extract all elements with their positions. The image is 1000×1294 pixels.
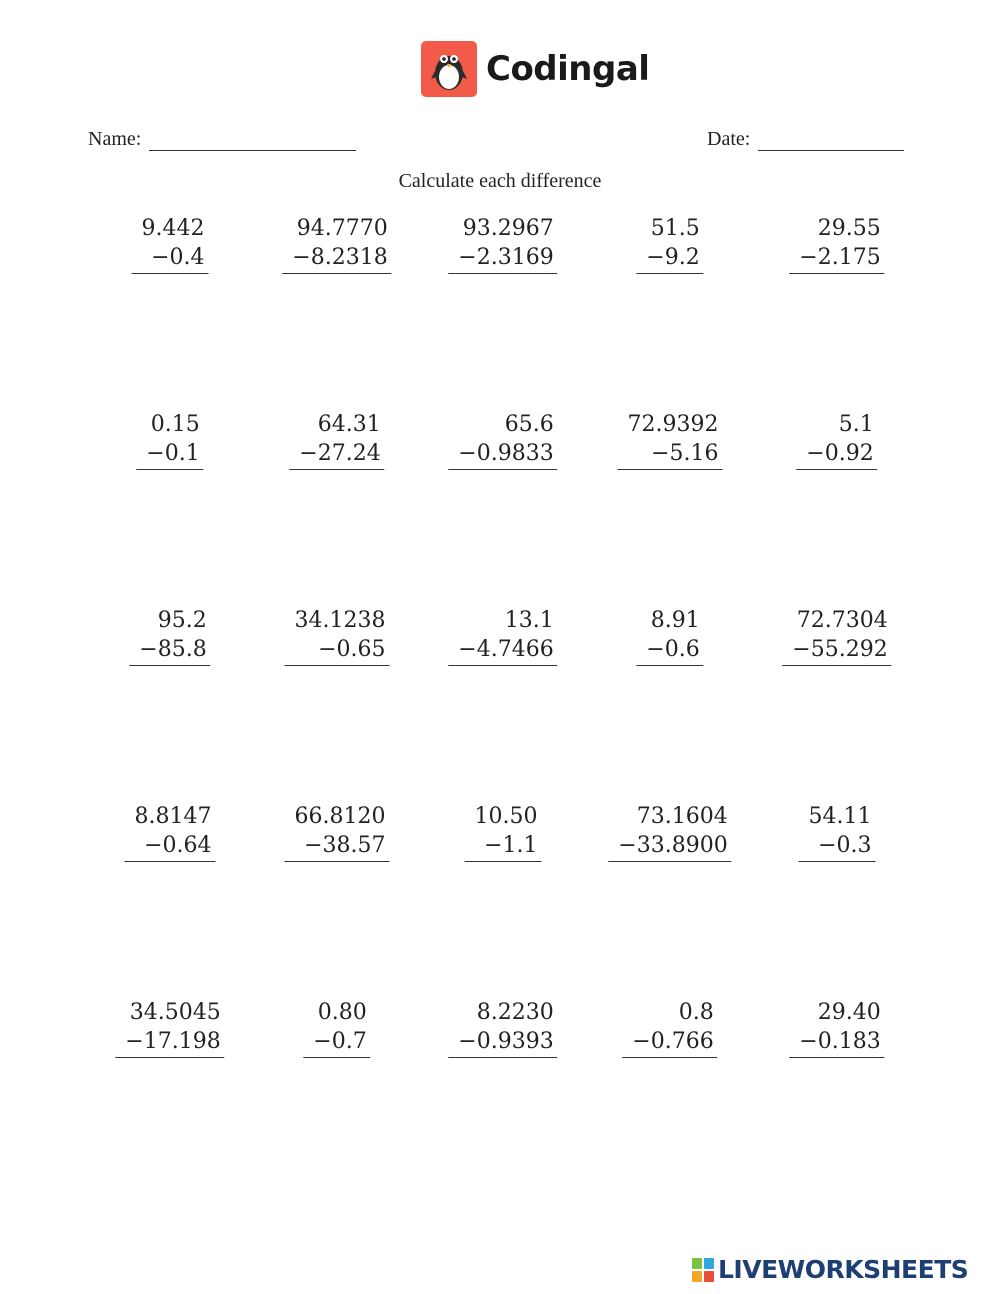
subtraction-problem: 9.442 −0.4 xyxy=(131,214,209,274)
subtrahend: −0.65 xyxy=(284,635,390,666)
minuend: 64.31 xyxy=(317,412,381,437)
minuend: 93.2967 xyxy=(462,216,554,241)
subtrahend: −27.24 xyxy=(289,439,385,470)
minuend: 8.91 xyxy=(650,608,700,633)
subtraction-problem: 29.55 −2.175 xyxy=(789,214,885,274)
date-input-line[interactable] xyxy=(758,122,905,151)
subtraction-problem: 8.2230 −0.9393 xyxy=(448,998,558,1058)
liveworksheets-text: LIVEWORKSHEETS xyxy=(718,1255,969,1284)
penguin-icon xyxy=(421,41,477,97)
minuend: 72.9392 xyxy=(627,412,719,437)
subtrahend: −38.57 xyxy=(284,831,390,862)
subtraction-problem: 0.8 −0.766 xyxy=(622,998,718,1058)
minuend: 0.8 xyxy=(678,1000,714,1025)
subtrahend: −33.8900 xyxy=(608,831,732,862)
name-input-line[interactable] xyxy=(149,122,357,151)
subtrahend: −85.8 xyxy=(129,635,211,666)
subtrahend: −5.16 xyxy=(617,439,723,470)
minuend: 34.1238 xyxy=(294,608,386,633)
subtraction-problem: 72.9392 −5.16 xyxy=(617,410,723,470)
subtraction-problem: 66.8120 −38.57 xyxy=(284,802,390,862)
subtraction-problem: 8.8147 −0.64 xyxy=(124,802,216,862)
subtrahend: −0.9833 xyxy=(448,439,558,470)
subtraction-problem: 72.7304 −55.292 xyxy=(782,606,892,666)
minuend: 94.7770 xyxy=(296,216,388,241)
minuend: 66.8120 xyxy=(294,804,386,829)
subtrahend: −0.183 xyxy=(789,1027,885,1058)
subtrahend: −0.4 xyxy=(131,243,209,274)
subtraction-problem: 0.15 −0.1 xyxy=(136,410,204,470)
codingal-logo: Codingal xyxy=(421,41,650,97)
subtraction-problem: 93.2967 −2.3169 xyxy=(448,214,558,274)
instructions: Calculate each difference xyxy=(398,170,602,192)
subtraction-problem: 13.1 −4.7466 xyxy=(448,606,558,666)
minuend: 0.80 xyxy=(317,1000,367,1025)
minuend: 72.7304 xyxy=(796,608,888,633)
name-field: Name: xyxy=(88,122,357,151)
subtraction-problem: 10.50 −1.1 xyxy=(464,802,542,862)
subtrahend: −17.198 xyxy=(115,1027,225,1058)
minuend: 8.2230 xyxy=(476,1000,554,1025)
minuend: 5.1 xyxy=(838,412,874,437)
subtrahend: −0.3 xyxy=(798,831,876,862)
subtrahend: −0.7 xyxy=(303,1027,371,1058)
subtraction-problem: 95.2 −85.8 xyxy=(129,606,211,666)
subtraction-problem: 34.5045 −17.198 xyxy=(115,998,225,1058)
subtrahend: −0.766 xyxy=(622,1027,718,1058)
subtrahend: −1.1 xyxy=(464,831,542,862)
subtrahend: −2.3169 xyxy=(448,243,558,274)
minuend: 29.40 xyxy=(817,1000,881,1025)
subtrahend: −0.64 xyxy=(124,831,216,862)
subtraction-problem: 73.1604 −33.8900 xyxy=(608,802,732,862)
subtraction-problem: 0.80 −0.7 xyxy=(303,998,371,1058)
subtrahend: −8.2318 xyxy=(282,243,392,274)
minuend: 10.50 xyxy=(474,804,538,829)
date-field: Date: xyxy=(707,122,905,151)
subtraction-problem: 51.5 −9.2 xyxy=(636,214,704,274)
minuend: 29.55 xyxy=(817,216,881,241)
date-label: Date: xyxy=(707,128,751,150)
subtrahend: −0.92 xyxy=(796,439,878,470)
minuend: 54.11 xyxy=(808,804,872,829)
subtraction-problem: 29.40 −0.183 xyxy=(789,998,885,1058)
subtraction-problem: 5.1 −0.92 xyxy=(796,410,878,470)
name-label: Name: xyxy=(88,128,142,150)
minuend: 34.5045 xyxy=(129,1000,221,1025)
subtrahend: −0.6 xyxy=(636,635,704,666)
minuend: 9.442 xyxy=(141,216,205,241)
liveworksheets-logo: LIVEWORKSHEETS xyxy=(692,1255,969,1284)
subtrahend: −55.292 xyxy=(782,635,892,666)
subtrahend: −4.7466 xyxy=(448,635,558,666)
brand-name: Codingal xyxy=(486,49,650,89)
subtrahend: −9.2 xyxy=(636,243,704,274)
liveworksheets-icon xyxy=(692,1257,714,1282)
minuend: 65.6 xyxy=(504,412,554,437)
subtraction-problem: 94.7770 −8.2318 xyxy=(282,214,392,274)
subtraction-problem: 8.91 −0.6 xyxy=(636,606,704,666)
minuend: 13.1 xyxy=(504,608,554,633)
subtraction-problem: 54.11 −0.3 xyxy=(798,802,876,862)
minuend: 73.1604 xyxy=(636,804,728,829)
minuend: 8.8147 xyxy=(134,804,212,829)
subtrahend: −2.175 xyxy=(789,243,885,274)
minuend: 0.15 xyxy=(150,412,200,437)
subtrahend: −0.9393 xyxy=(448,1027,558,1058)
subtraction-problem: 65.6 −0.9833 xyxy=(448,410,558,470)
minuend: 95.2 xyxy=(157,608,207,633)
subtrahend: −0.1 xyxy=(136,439,204,470)
minuend: 51.5 xyxy=(650,216,700,241)
subtraction-problem: 34.1238 −0.65 xyxy=(284,606,390,666)
subtraction-problem: 64.31 −27.24 xyxy=(289,410,385,470)
